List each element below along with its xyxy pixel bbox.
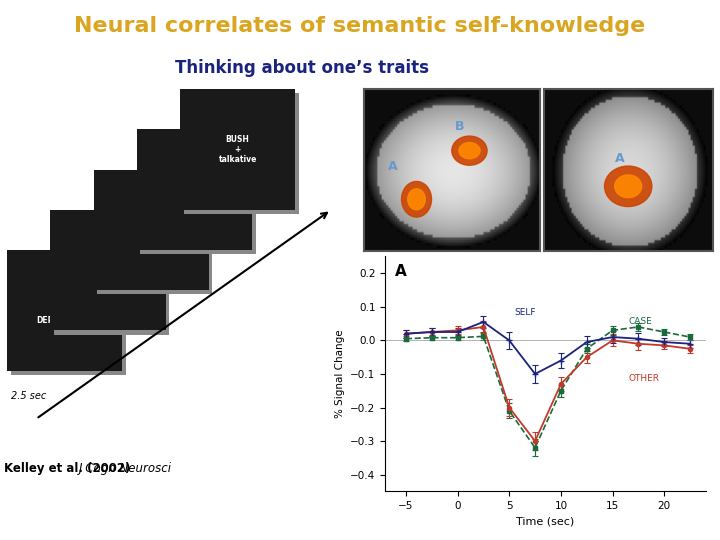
Text: 2.5 sec: 2.5 sec xyxy=(11,391,46,401)
Bar xyxy=(180,89,295,210)
Bar xyxy=(137,129,252,250)
Text: BUSH
+
talkative: BUSH + talkative xyxy=(218,134,257,164)
Text: SELF: SELF xyxy=(514,308,536,317)
Text: CASE: CASE xyxy=(628,316,652,326)
Text: Neural correlates of semantic self-knowledge: Neural correlates of semantic self-knowl… xyxy=(74,16,646,36)
Text: B: B xyxy=(455,119,465,133)
Text: A: A xyxy=(388,160,398,173)
Y-axis label: % Signal Change: % Signal Change xyxy=(335,329,345,418)
Ellipse shape xyxy=(402,181,431,217)
Bar xyxy=(184,93,299,214)
Bar xyxy=(7,250,122,370)
Ellipse shape xyxy=(605,166,652,206)
Ellipse shape xyxy=(452,136,487,165)
Bar xyxy=(140,133,256,254)
Text: A: A xyxy=(615,152,624,165)
Bar xyxy=(50,210,166,330)
Bar xyxy=(97,173,212,294)
Bar xyxy=(54,214,169,334)
Bar xyxy=(11,254,126,375)
Ellipse shape xyxy=(615,175,642,198)
Text: A: A xyxy=(395,264,407,279)
Text: J Cogn Neurosci: J Cogn Neurosci xyxy=(79,462,172,475)
Text: Kelley et al. (2002): Kelley et al. (2002) xyxy=(4,462,134,475)
Text: +: + xyxy=(104,265,112,275)
Ellipse shape xyxy=(408,189,426,210)
Text: SELF
+
daring: SELF + daring xyxy=(180,175,209,205)
X-axis label: Time (sec): Time (sec) xyxy=(516,517,575,526)
Text: SELF
+
DEPENDABLE: SELF + DEPENDABLE xyxy=(36,295,94,325)
Text: OTHER: OTHER xyxy=(628,374,659,383)
Ellipse shape xyxy=(459,143,480,159)
Bar xyxy=(94,170,209,291)
Text: CASE
+
POLITE: CASE + POLITE xyxy=(136,215,166,245)
Text: Thinking about one’s traits: Thinking about one’s traits xyxy=(176,59,429,77)
